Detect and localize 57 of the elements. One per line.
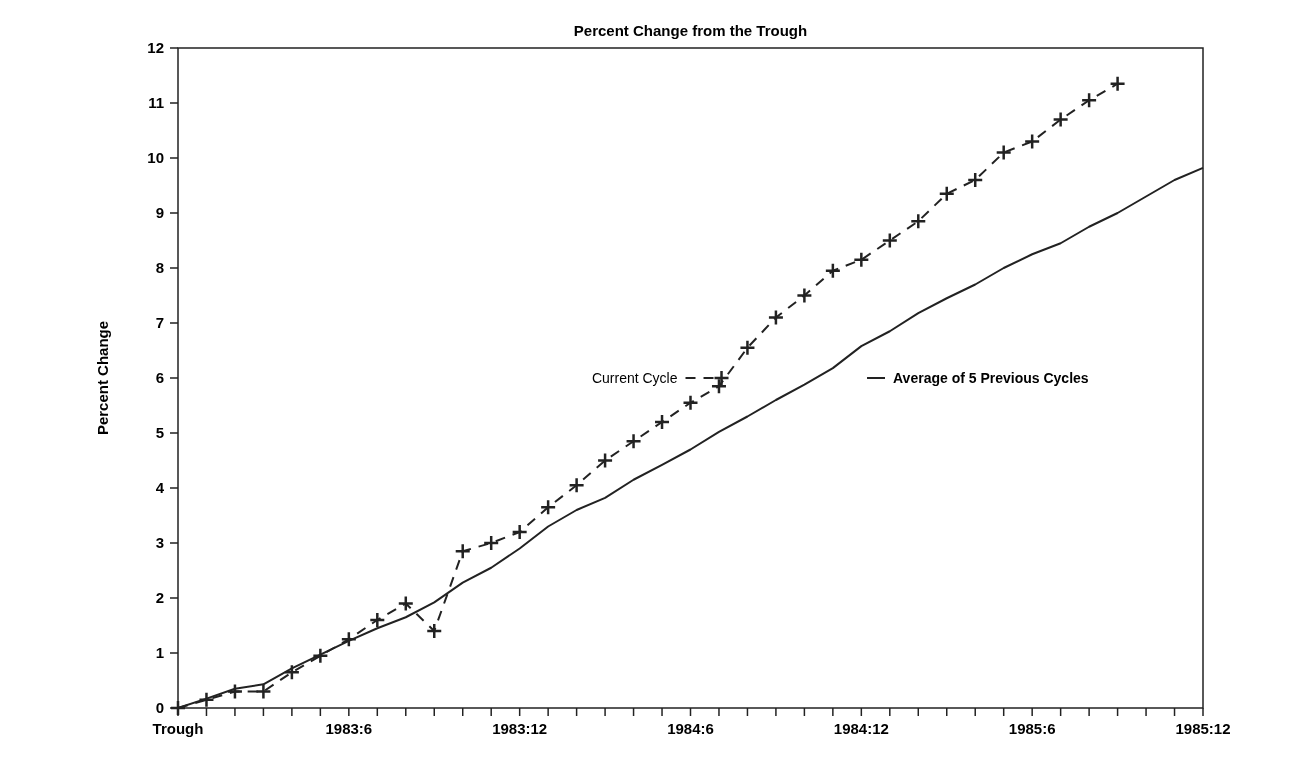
point <box>938 185 955 202</box>
y-tick-label: 3 <box>155 534 164 552</box>
point <box>169 699 187 717</box>
y-tick-label: 2 <box>155 589 164 607</box>
y-tick-label: 6 <box>155 369 164 387</box>
point <box>539 499 557 516</box>
point <box>568 477 585 494</box>
point <box>796 287 813 304</box>
y-tick-label: 9 <box>155 204 164 222</box>
y-tick-label: 11 <box>148 94 164 112</box>
y-tick-label: 12 <box>147 39 164 57</box>
series-label: Current Cycle <box>591 369 678 386</box>
legend-label: Average of 5 Previous Cycles <box>893 369 1089 386</box>
point <box>853 251 870 268</box>
y-axis-title: Percent Change <box>94 320 111 436</box>
point <box>682 394 699 411</box>
x-tick-label: Trough <box>152 720 204 737</box>
point <box>739 339 756 356</box>
x-tick-label: 1983:12 <box>492 720 548 737</box>
chart-title: Percent Change from the Trough <box>573 22 808 39</box>
point <box>340 631 358 648</box>
point <box>596 452 614 469</box>
y-tick-label: 10 <box>147 149 164 167</box>
point <box>312 647 329 664</box>
point <box>653 413 671 431</box>
point <box>426 622 443 640</box>
point <box>1023 133 1041 150</box>
x-tick-label: 1985:6 <box>1008 720 1056 737</box>
x-tick-label: 1984:6 <box>667 720 714 737</box>
point <box>710 378 728 395</box>
point <box>454 543 471 560</box>
x-tick-label: 1984:12 <box>833 720 889 737</box>
x-tick-label: 1983:6 <box>325 720 373 737</box>
point <box>369 611 386 629</box>
point <box>881 232 899 249</box>
point <box>1080 92 1098 109</box>
point <box>767 309 785 326</box>
y-tick-label: 5 <box>155 424 164 442</box>
point <box>226 683 244 700</box>
y-tick-label: 1 <box>155 644 164 662</box>
point <box>255 683 272 700</box>
point <box>511 523 528 541</box>
point <box>824 262 842 279</box>
point <box>1109 75 1126 92</box>
y-tick-label: 7 <box>155 314 164 332</box>
point <box>966 171 984 189</box>
y-tick-label: 4 <box>155 479 165 497</box>
point <box>1052 111 1069 128</box>
point <box>995 144 1012 161</box>
x-tick-label: 1985:12 <box>1175 720 1231 737</box>
point <box>910 213 927 230</box>
point <box>482 534 500 552</box>
y-tick-label: 8 <box>155 259 164 277</box>
point <box>397 595 415 612</box>
y-tick-label: 0 <box>155 699 164 717</box>
point <box>283 664 301 681</box>
point <box>625 433 642 450</box>
